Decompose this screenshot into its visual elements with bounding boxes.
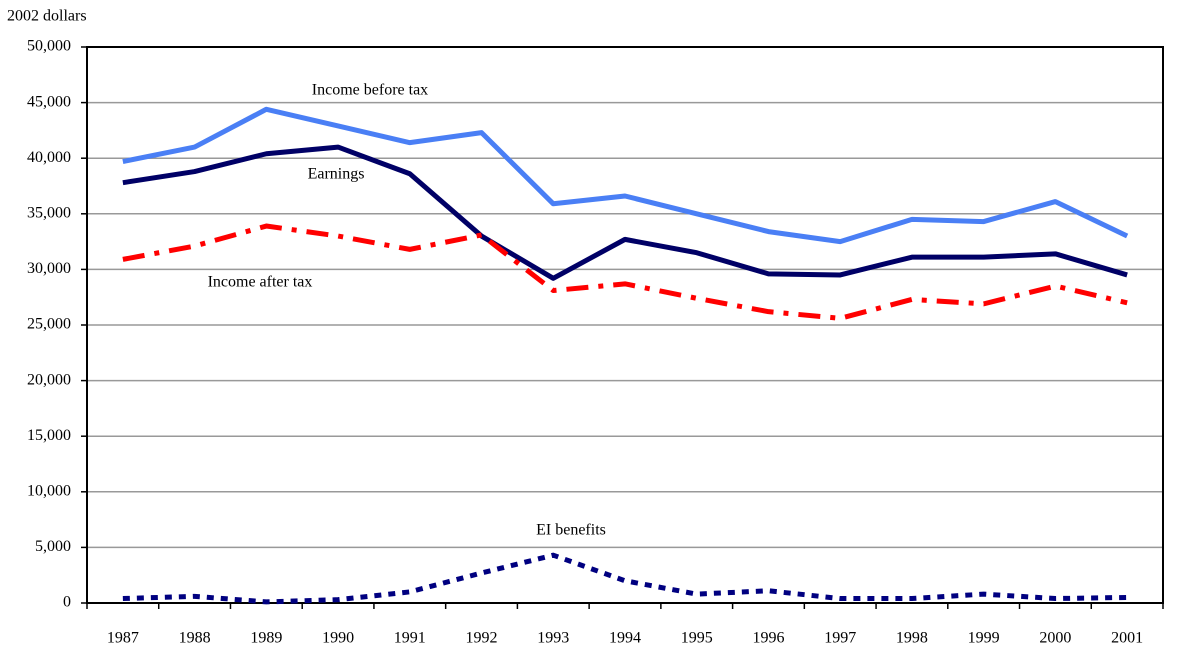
y-axis-label: 2002 dollars	[7, 8, 87, 25]
y-tick-label: 40,000	[27, 149, 71, 166]
x-tick-label: 2001	[1111, 630, 1143, 647]
x-tick-label: 1996	[752, 630, 784, 647]
y-tick-label: 50,000	[27, 38, 71, 55]
plot-frame	[86, 46, 1164, 604]
x-tick-label: 1988	[179, 630, 211, 647]
y-tick-label: 35,000	[27, 204, 71, 221]
x-tick-label: 2000	[1039, 630, 1071, 647]
x-tick-label: 1989	[250, 630, 282, 647]
y-tick-label: 30,000	[27, 260, 71, 277]
line-series	[122, 144, 1128, 281]
line-series	[122, 106, 1129, 245]
series-label: Income after tax	[208, 274, 313, 291]
line-series	[122, 223, 1128, 321]
y-tick-label: 25,000	[27, 316, 71, 333]
x-tick-label: 1999	[968, 630, 1000, 647]
series-label: EI benefits	[536, 522, 606, 539]
y-tick-label: 20,000	[27, 371, 71, 388]
x-tick-label: 1991	[394, 630, 426, 647]
y-tick-label: 0	[63, 594, 71, 611]
x-tick-label: 1990	[322, 630, 354, 647]
y-tick-label: 45,000	[27, 93, 71, 110]
x-tick-label: 1992	[466, 630, 498, 647]
x-tick-label: 1997	[824, 630, 856, 647]
series-label: Income before tax	[312, 82, 428, 99]
y-tick-label: 5,000	[35, 538, 71, 555]
line-series	[122, 552, 1128, 605]
x-tick-label: 1995	[681, 630, 713, 647]
y-tick-label: 10,000	[27, 482, 71, 499]
series-label: Earnings	[308, 166, 365, 183]
x-tick-label: 1987	[107, 630, 139, 647]
y-tick-label: 15,000	[27, 427, 71, 444]
x-tick-label: 1993	[537, 630, 569, 647]
x-tick-label: 1994	[609, 630, 641, 647]
x-tick-label: 1998	[896, 630, 928, 647]
